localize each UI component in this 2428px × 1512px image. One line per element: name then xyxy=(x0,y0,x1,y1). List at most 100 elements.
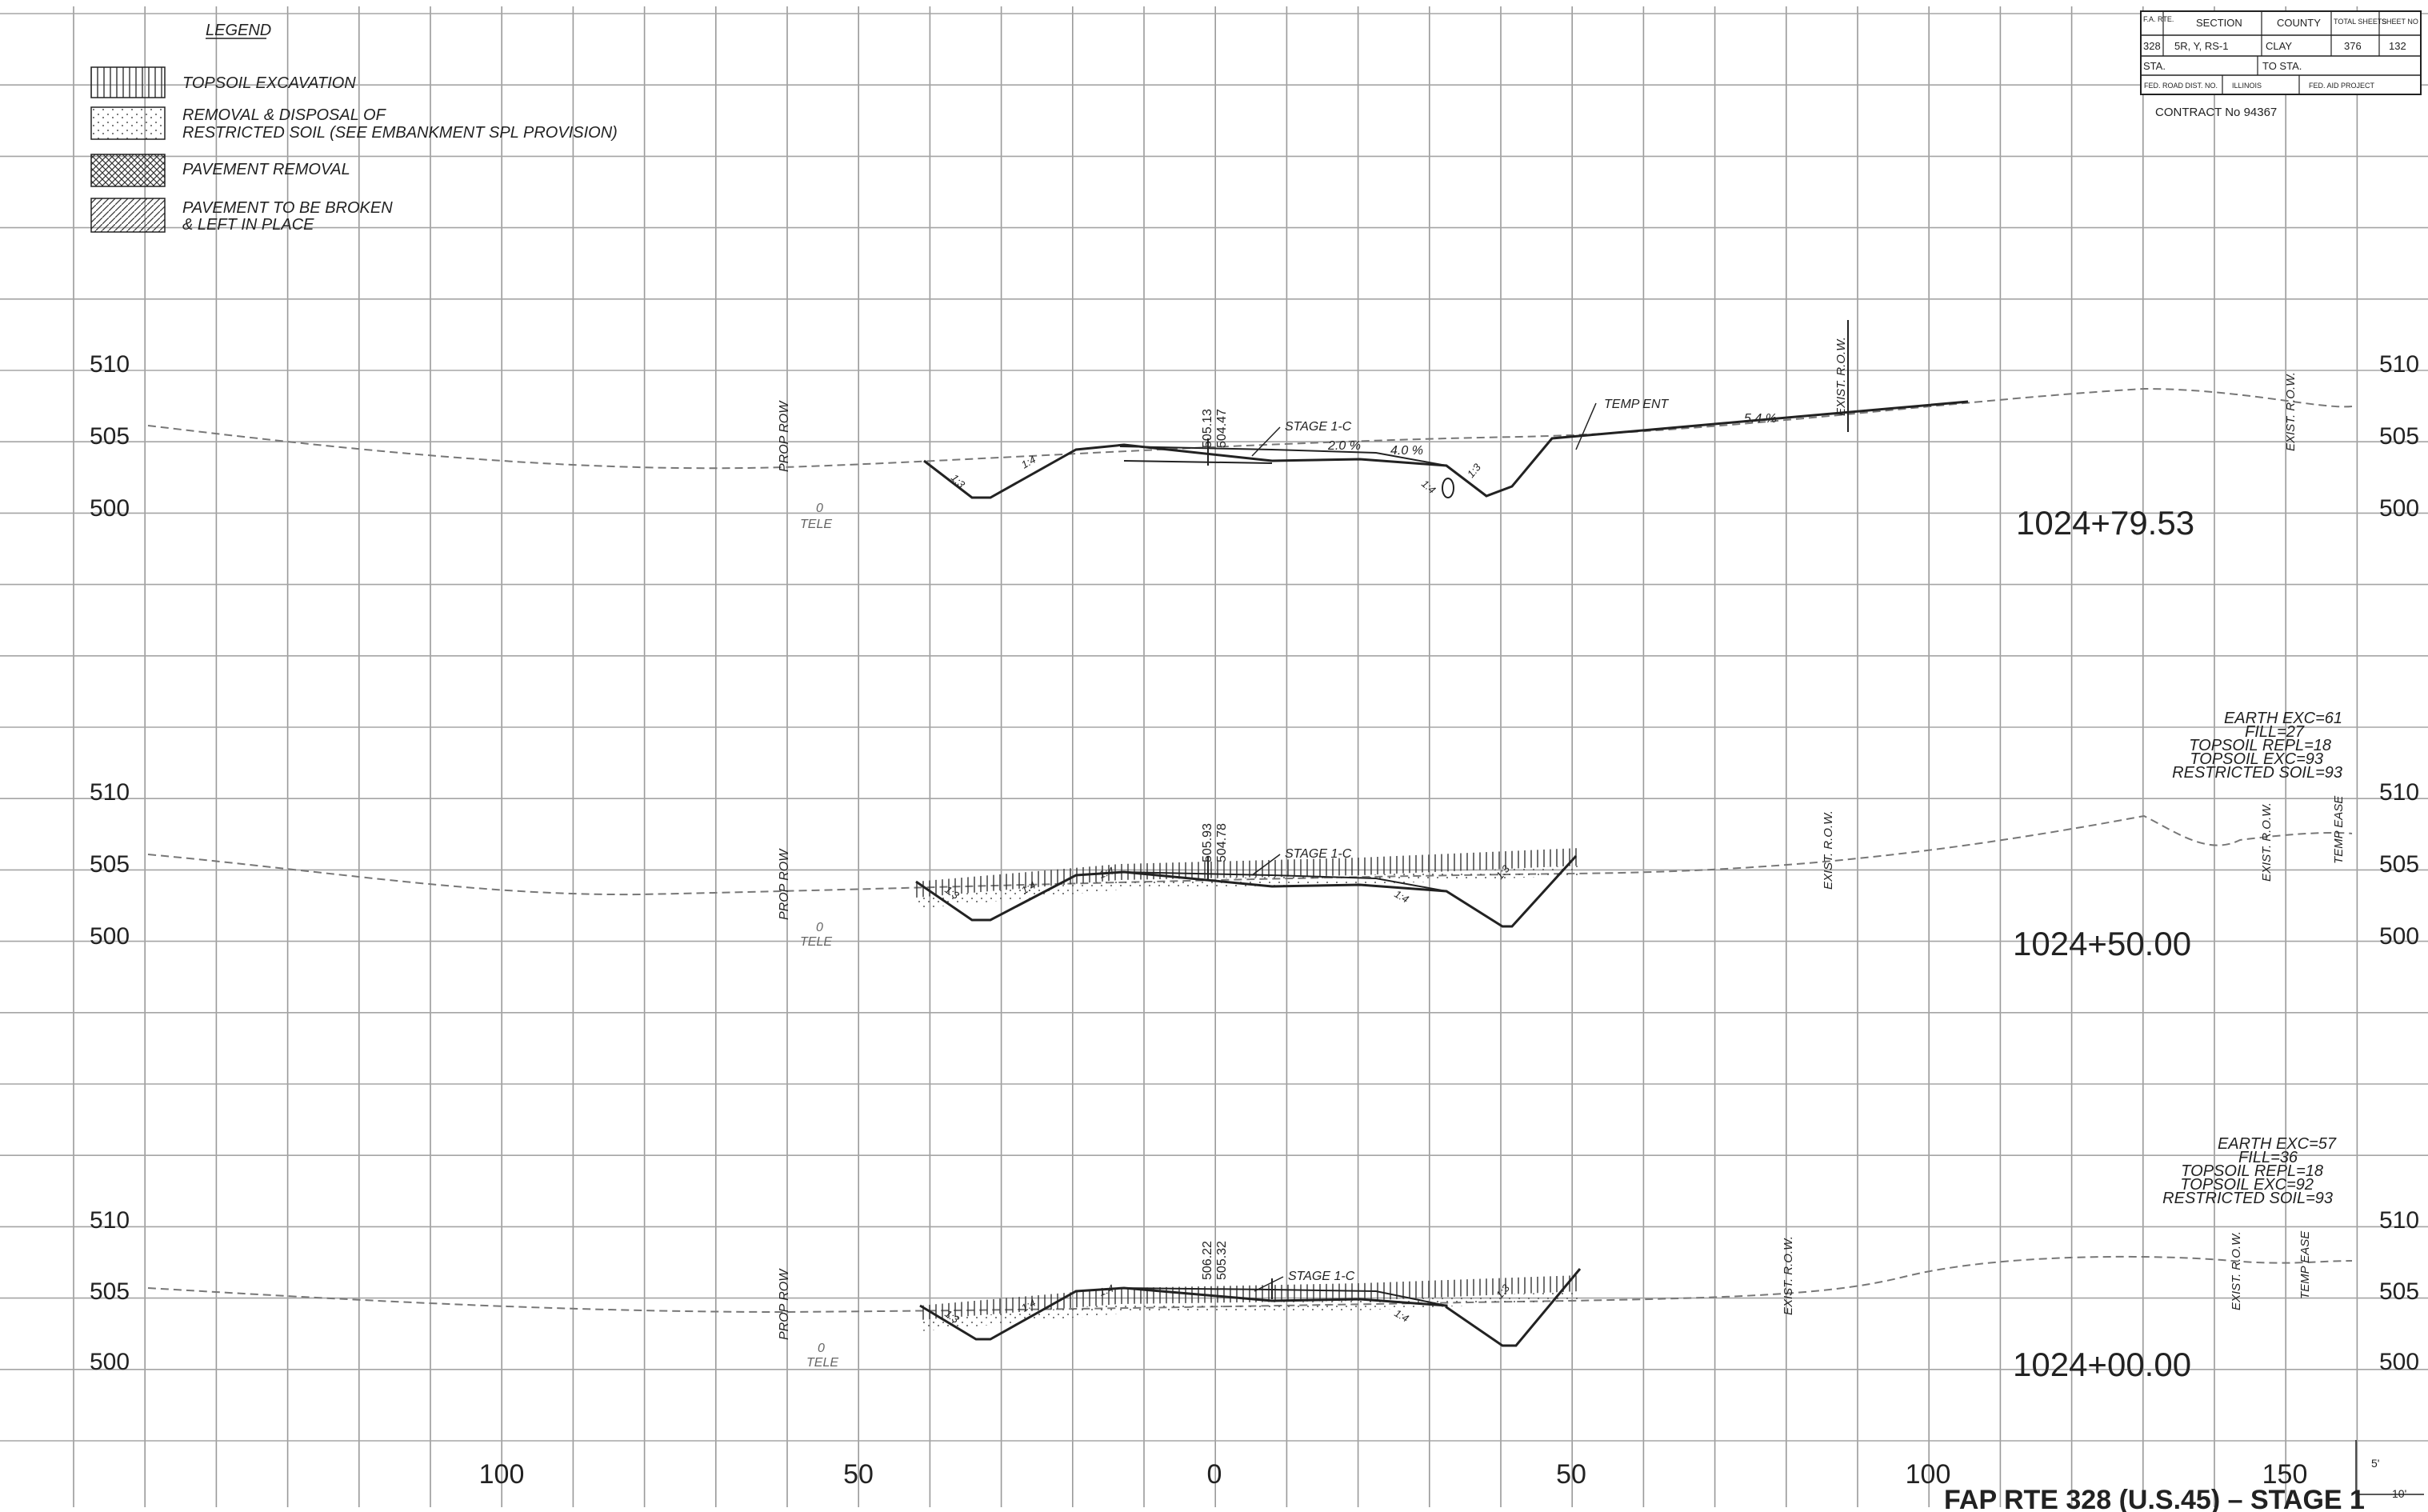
x-axis: 100 50 0 50 100 150 xyxy=(479,1459,2308,1490)
s3-elev-510-r: 510 xyxy=(2379,1207,2419,1234)
tb-sheet: 132 xyxy=(2389,40,2406,52)
scale-horizontal: 10' xyxy=(2392,1487,2406,1500)
s2-elev-500-r: 500 xyxy=(2379,923,2419,950)
scale-vertical: 5' xyxy=(2371,1457,2379,1470)
s2-prop-row: PROP ROW xyxy=(778,848,791,920)
tb-rte: 328 xyxy=(2143,40,2161,52)
legend-item-4b: & LEFT IN PLACE xyxy=(182,216,314,234)
s3-prop-row: PROP ROW xyxy=(778,1268,791,1340)
s2-station: 1024+50.00 xyxy=(2013,925,2191,962)
legend-item-2b: RESTRICTED SOIL (SEE EMBANKMENT SPL PROV… xyxy=(182,124,618,142)
tb-sta: STA. xyxy=(2143,60,2166,72)
legend-item-1: TOPSOIL EXCAVATION xyxy=(182,74,356,92)
s2-elev-500: 500 xyxy=(90,923,130,950)
s2-qty-2: FILL=27 xyxy=(2245,723,2305,741)
legend-item-4a: PAVEMENT TO BE BROKEN xyxy=(182,199,393,217)
s2-proposed-profile xyxy=(915,854,1578,928)
s2-qty-5: RESTRICTED SOIL=93 xyxy=(2172,764,2342,782)
cross-section-1: 510 505 500 510 505 500 PROP ROW 0 TELE … xyxy=(90,320,2419,542)
s2-quantities: EARTH EXC=61 FILL=27 TOPSOIL REPL=18 TOP… xyxy=(2172,710,2342,782)
tb-fed-aid: FED. AID PROJECT xyxy=(2309,82,2375,90)
s1-slope-c: 1:4 xyxy=(1419,478,1438,496)
s2-slope-c: 1:4 xyxy=(1098,865,1115,881)
s3-proposed-profile xyxy=(919,1268,1582,1347)
s1-crown-a: 505.13 xyxy=(1201,409,1214,448)
x-label-0: 0 xyxy=(1207,1459,1222,1490)
s3-temp-ease: TEMP EASE xyxy=(2298,1230,2312,1299)
tb-total-header: TOTAL SHEETS xyxy=(2334,18,2386,26)
tb-rte-header: F.A. RTE. xyxy=(2143,15,2174,23)
s3-elev-505: 505 xyxy=(90,1278,130,1305)
s1-proposed-profile xyxy=(923,400,1969,499)
s2-qty-1: EARTH EXC=61 xyxy=(2224,710,2342,727)
s3-qty-2: FILL=36 xyxy=(2238,1149,2298,1166)
s2-tele: TELE xyxy=(800,935,832,949)
s2-exist-row: EXIST. R.O.W. xyxy=(1822,810,1835,890)
topsoil-excavation-swatch xyxy=(90,66,166,98)
s1-exist-row: EXIST. R.O.W. xyxy=(1834,337,1848,416)
x-label-left-50: 50 xyxy=(843,1459,874,1490)
s1-slope-d: 1:3 xyxy=(1465,461,1484,480)
x-label-right-150: 150 xyxy=(2262,1459,2308,1490)
s2-qty-4: TOPSOIL EXC=93 xyxy=(2190,750,2323,768)
s1-stage: STAGE 1-C xyxy=(1285,420,1352,434)
s2-crown-b: 504.78 xyxy=(1215,823,1229,862)
x-label-right-50: 50 xyxy=(1556,1459,1586,1490)
s1-pavement xyxy=(1119,446,1447,466)
pavement-removal-swatch xyxy=(90,154,166,187)
s3-elev-500-r: 500 xyxy=(2379,1349,2419,1375)
s1-slope-2: 4.0 % xyxy=(1390,444,1423,458)
s3-topsoil-hatch xyxy=(920,1275,1580,1320)
s1-slope-1: 2.0 % xyxy=(1327,439,1361,453)
s1-exist-row-r: EXIST. R.O.W. xyxy=(2284,372,2298,451)
s3-qty-3: TOPSOIL REPL=18 xyxy=(2181,1162,2323,1180)
tb-county: CLAY xyxy=(2266,40,2292,52)
tb-contract: CONTRACT No 94367 xyxy=(2155,106,2277,119)
tb-fed-road: FED. ROAD DIST. NO. xyxy=(2144,82,2218,90)
s1-station: 1024+79.53 xyxy=(2016,504,2194,542)
s1-existing-ground xyxy=(147,387,2353,470)
s2-topsoil-hatch xyxy=(916,848,1580,898)
s3-stage: STAGE 1-C xyxy=(1288,1270,1355,1283)
s1-elev-505-r: 505 xyxy=(2379,423,2419,450)
s1-temp-ent: TEMP ENT xyxy=(1604,398,1670,411)
s2-tele-0: 0 xyxy=(816,921,823,934)
s1-prop-row: PROP ROW xyxy=(778,400,791,472)
s3-elev-505-r: 505 xyxy=(2379,1278,2419,1305)
s2-slope-d: 1:4 xyxy=(1393,888,1411,906)
s3-pavement xyxy=(1119,1287,1447,1306)
x-label-right-100: 100 xyxy=(1906,1459,1951,1490)
legend-item-2a: REMOVAL & DISPOSAL OF xyxy=(182,106,387,124)
s1-elev-500-r: 500 xyxy=(2379,495,2419,522)
drawing-grid xyxy=(0,6,2428,1507)
s1-elev-505: 505 xyxy=(90,423,130,450)
s1-tele-0: 0 xyxy=(816,502,823,515)
x-label-left-100: 100 xyxy=(479,1459,525,1490)
s3-crown-a: 506.22 xyxy=(1201,1241,1214,1280)
cross-section-3: 510 505 500 510 505 500 PROP ROW 0 TELE … xyxy=(90,1135,2419,1383)
s3-station: 1024+00.00 xyxy=(2013,1346,2191,1383)
s2-elev-510-r: 510 xyxy=(2379,779,2419,806)
s2-qty-3: TOPSOIL REPL=18 xyxy=(2189,737,2331,754)
s3-slope-d: 1:4 xyxy=(1393,1307,1411,1325)
pavement-broken-swatch xyxy=(90,198,166,233)
tb-section: 5R, Y, RS-1 xyxy=(2174,40,2228,52)
s3-restricted-hatch xyxy=(920,1291,1580,1331)
legend-item-3: PAVEMENT REMOVAL xyxy=(182,161,350,178)
s1-elev-500: 500 xyxy=(90,495,130,522)
s2-elev-505-r: 505 xyxy=(2379,851,2419,878)
tb-county-header: COUNTY xyxy=(2277,17,2321,29)
sheet-title: FAP RTE 328 (U.S.45) – STAGE 1 xyxy=(1944,1485,2365,1512)
s2-pavement xyxy=(1119,871,1447,892)
cross-section-2: 510 505 500 510 505 500 PROP ROW 0 TELE … xyxy=(90,710,2419,962)
s3-quantities: EARTH EXC=57 FILL=36 TOPSOIL REPL=18 TOP… xyxy=(2162,1135,2337,1207)
s3-qty-1: EARTH EXC=57 xyxy=(2218,1135,2337,1153)
s3-qty-5: RESTRICTED SOIL=93 xyxy=(2162,1190,2333,1207)
s3-slope-c: 1:4 xyxy=(1098,1282,1115,1298)
scale-indicator: 5' 10' xyxy=(2355,1440,2424,1509)
tb-total: 376 xyxy=(2344,40,2362,52)
s1-elev-510: 510 xyxy=(90,351,130,378)
tb-to-sta: TO STA. xyxy=(2262,60,2302,72)
s3-elev-500: 500 xyxy=(90,1349,130,1375)
